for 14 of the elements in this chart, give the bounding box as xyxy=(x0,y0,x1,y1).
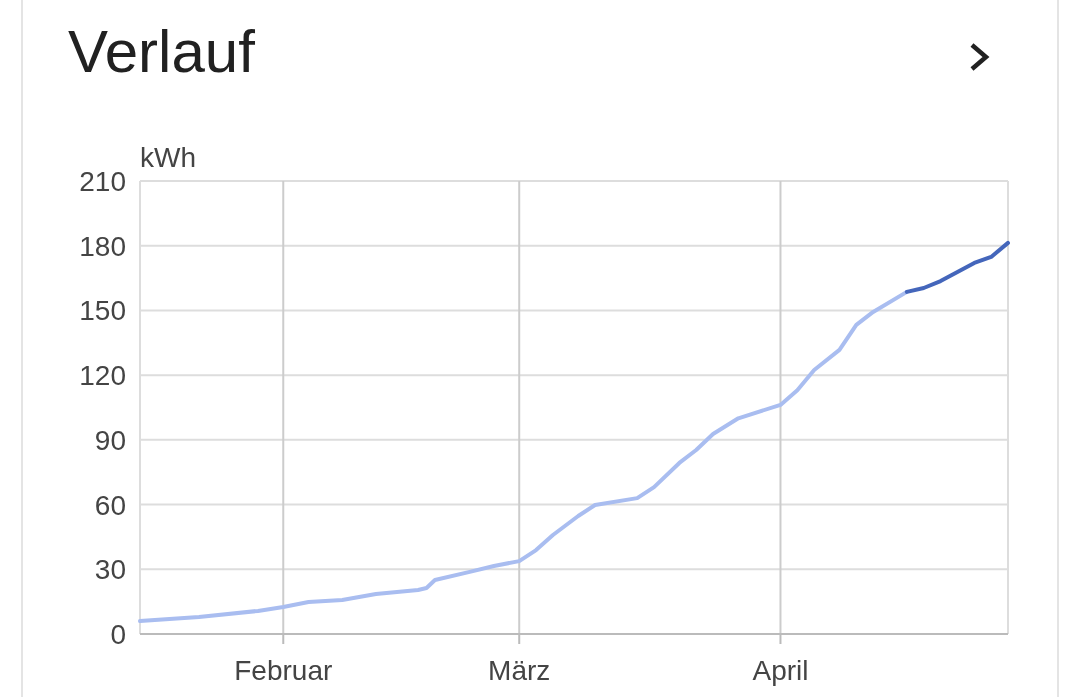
y-tick-label: 0 xyxy=(110,619,126,650)
x-tick-label: Februar xyxy=(234,655,333,686)
y-axis-title: kWh xyxy=(140,142,196,173)
x-tick-label: April xyxy=(752,655,809,686)
y-tick-label: 180 xyxy=(79,230,126,262)
line-series xyxy=(904,240,1010,294)
y-tick-label: 90 xyxy=(94,424,126,456)
y-tick-label: 60 xyxy=(94,489,126,521)
y-tick-label: 30 xyxy=(94,554,126,586)
chart-title: Verlauf xyxy=(68,18,256,85)
y-tick-label: 210 xyxy=(79,166,126,197)
y-tick-label: 120 xyxy=(79,360,126,392)
y-tick-label: 150 xyxy=(79,295,126,327)
x-tick-label: März xyxy=(488,655,551,686)
